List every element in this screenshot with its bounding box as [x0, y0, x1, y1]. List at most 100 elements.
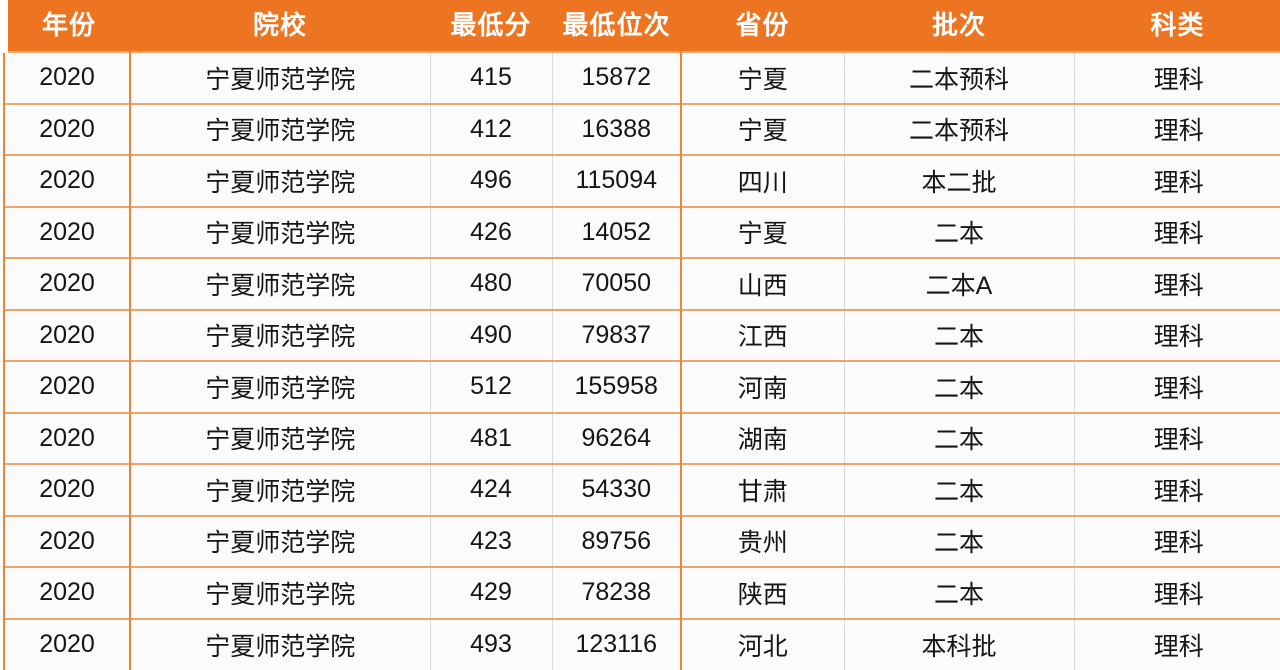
cell-province: 湖南 — [681, 412, 845, 464]
cell-province: 江西 — [681, 309, 845, 361]
cell-category: 理科 — [1074, 258, 1280, 310]
cell-rank: 70050 — [552, 258, 682, 310]
cell-year: 2020 — [3, 206, 131, 258]
table-row: 2020 宁夏师范学院 481 96264 湖南 二本 理科 — [3, 412, 1280, 464]
cell-province: 陕西 — [681, 567, 845, 619]
column-header-score: 最低分 — [430, 0, 552, 52]
cell-category: 理科 — [1074, 567, 1280, 619]
cell-rank: 123116 — [552, 618, 682, 670]
cell-batch: 二本 — [844, 412, 1075, 464]
cell-batch: 本科批 — [844, 618, 1075, 670]
cell-score: 424 — [430, 464, 553, 516]
table-row: 2020 宁夏师范学院 480 70050 山西 二本A 理科 — [3, 258, 1280, 310]
column-header-rank: 最低位次 — [552, 0, 681, 52]
cell-school: 宁夏师范学院 — [130, 258, 431, 310]
cell-year: 2020 — [3, 52, 131, 104]
cell-score: 490 — [430, 309, 553, 361]
cell-year: 2020 — [3, 464, 131, 516]
cell-school: 宁夏师范学院 — [130, 103, 431, 155]
table-header: 年份 院校 最低分 最低位次 省份 批次 科类 — [0, 0, 1280, 52]
cell-province: 甘肃 — [681, 464, 845, 516]
cell-province: 河南 — [681, 361, 845, 413]
cell-score: 512 — [430, 361, 553, 413]
cell-school: 宁夏师范学院 — [130, 412, 431, 464]
column-header-school: 院校 — [130, 0, 430, 52]
table-row: 2020 宁夏师范学院 412 16388 宁夏 二本预科 理科 — [3, 103, 1280, 155]
cell-category: 理科 — [1074, 361, 1280, 413]
cell-rank: 78238 — [552, 567, 682, 619]
cell-rank: 115094 — [552, 155, 682, 207]
cell-rank: 79837 — [552, 309, 682, 361]
cell-school: 宁夏师范学院 — [130, 309, 431, 361]
cell-batch: 二本 — [844, 464, 1075, 516]
cell-category: 理科 — [1074, 206, 1280, 258]
table-row: 2020 宁夏师范学院 512 155958 河南 二本 理科 — [3, 361, 1280, 413]
cell-batch: 本二批 — [844, 155, 1075, 207]
cell-score: 412 — [430, 103, 553, 155]
table-row: 2020 宁夏师范学院 424 54330 甘肃 二本 理科 — [3, 464, 1280, 516]
cell-category: 理科 — [1074, 155, 1280, 207]
cell-category: 理科 — [1074, 618, 1280, 670]
table-row: 2020 宁夏师范学院 415 15872 宁夏 二本预科 理科 — [3, 52, 1280, 104]
cell-year: 2020 — [3, 618, 131, 670]
cell-batch: 二本 — [844, 206, 1075, 258]
cell-rank: 16388 — [552, 103, 682, 155]
table-header-row: 年份 院校 最低分 最低位次 省份 批次 科类 — [0, 0, 1280, 52]
table-body: 2020 宁夏师范学院 415 15872 宁夏 二本预科 理科 2020 宁夏师范学院 412 1… — [3, 52, 1280, 670]
cell-score: 429 — [430, 567, 553, 619]
cell-province: 四川 — [681, 155, 845, 207]
cell-year: 2020 — [3, 103, 131, 155]
cell-score: 493 — [430, 618, 553, 670]
cell-score: 481 — [430, 412, 553, 464]
cell-batch: 二本预科 — [844, 52, 1075, 104]
cell-year: 2020 — [3, 567, 131, 619]
cell-school: 宁夏师范学院 — [130, 155, 431, 207]
cell-score: 480 — [430, 258, 553, 310]
cell-rank: 155958 — [552, 361, 682, 413]
cell-year: 2020 — [3, 155, 131, 207]
cell-rank: 96264 — [552, 412, 682, 464]
cell-province: 河北 — [681, 618, 845, 670]
cell-year: 2020 — [3, 258, 131, 310]
cell-province: 贵州 — [681, 515, 845, 567]
cell-category: 理科 — [1074, 515, 1280, 567]
cell-province: 山西 — [681, 258, 845, 310]
cell-year: 2020 — [3, 412, 131, 464]
cell-year: 2020 — [3, 361, 131, 413]
table-row: 2020 宁夏师范学院 423 89756 贵州 二本 理科 — [3, 515, 1280, 567]
cell-school: 宁夏师范学院 — [130, 618, 431, 670]
cell-school: 宁夏师范学院 — [130, 515, 431, 567]
cell-category: 理科 — [1074, 103, 1280, 155]
cell-score: 496 — [430, 155, 553, 207]
cell-category: 理科 — [1074, 412, 1280, 464]
cell-batch: 二本 — [844, 361, 1075, 413]
cell-school: 宁夏师范学院 — [130, 464, 431, 516]
cell-score: 426 — [430, 206, 553, 258]
cell-rank: 14052 — [552, 206, 682, 258]
table-row: 2020 宁夏师范学院 490 79837 江西 二本 理科 — [3, 309, 1280, 361]
cell-score: 415 — [430, 52, 553, 104]
cell-batch: 二本 — [844, 515, 1075, 567]
cell-province: 宁夏 — [681, 52, 845, 104]
table-row: 2020 宁夏师范学院 429 78238 陕西 二本 理科 — [3, 567, 1280, 619]
cell-batch: 二本A — [844, 258, 1075, 310]
cell-batch: 二本 — [844, 309, 1075, 361]
column-header-year: 年份 — [0, 0, 130, 52]
cell-province: 宁夏 — [681, 206, 845, 258]
cell-year: 2020 — [3, 515, 131, 567]
cell-score: 423 — [430, 515, 553, 567]
cell-school: 宁夏师范学院 — [130, 361, 431, 413]
column-header-category: 科类 — [1074, 0, 1280, 52]
cell-category: 理科 — [1074, 464, 1280, 516]
cell-rank: 89756 — [552, 515, 682, 567]
cell-school: 宁夏师范学院 — [130, 206, 431, 258]
cell-category: 理科 — [1074, 309, 1280, 361]
cell-school: 宁夏师范学院 — [130, 567, 431, 619]
cell-year: 2020 — [3, 309, 131, 361]
cell-rank: 15872 — [552, 52, 682, 104]
table-row: 2020 宁夏师范学院 493 123116 河北 本科批 理科 — [3, 618, 1280, 670]
column-header-batch: 批次 — [844, 0, 1074, 52]
table-row: 2020 宁夏师范学院 496 115094 四川 本二批 理科 — [3, 155, 1280, 207]
